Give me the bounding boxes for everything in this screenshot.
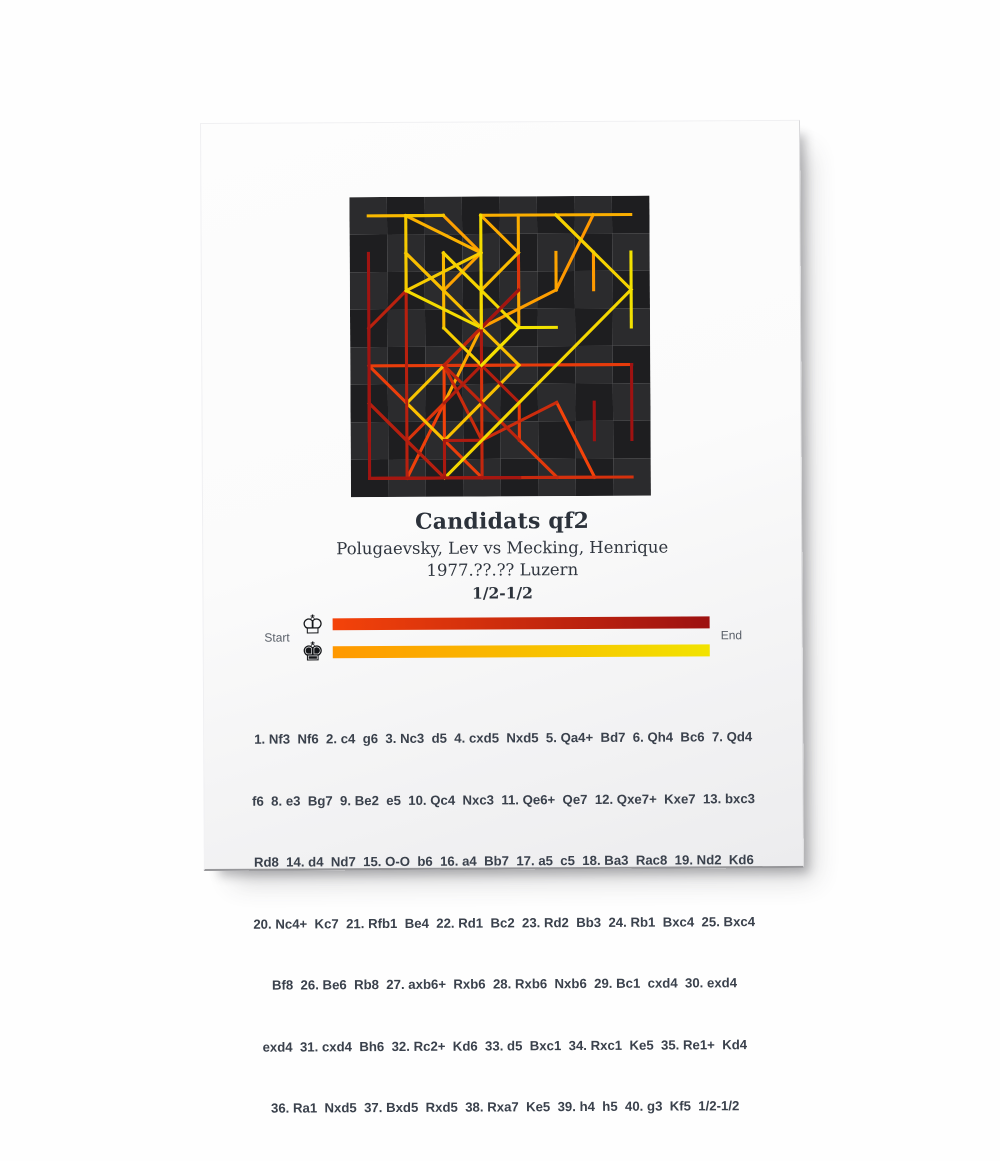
result-line: 1/2-1/2 bbox=[203, 582, 801, 604]
move-line bbox=[368, 253, 369, 478]
event-date-line: 1977.??.?? Luzern bbox=[203, 559, 801, 581]
legend-start-label: Start bbox=[232, 631, 290, 645]
white-gradient-bar bbox=[333, 616, 710, 630]
moves-line: 20. Nc4+ Kc7 21. Rfb1 Be4 22. Rd1 Bc2 23… bbox=[205, 911, 803, 935]
moves-line: f6 8. e3 Bg7 9. Be2 e5 10. Qc4 Nxc3 11. … bbox=[205, 788, 803, 812]
black-gradient-bar bbox=[333, 644, 710, 658]
white-king-icon: ♔ bbox=[296, 612, 330, 638]
black-king-icon: ♚ bbox=[296, 639, 330, 665]
move-line bbox=[406, 291, 407, 478]
moves-line: 1. Nf3 Nf6 2. c4 g6 3. Nc3 d5 4. cxd5 Nx… bbox=[204, 727, 802, 751]
legend-end-label: End bbox=[721, 628, 771, 642]
moves-line: exd4 31. cxd4 Bh6 32. Rc2+ Kd6 33. d5 Bx… bbox=[206, 1034, 804, 1058]
move-list: 1. Nf3 Nf6 2. c4 g6 3. Nc3 d5 4. cxd5 Nx… bbox=[204, 686, 804, 1161]
moves-line: 36. Ra1 Nxd5 37. Bxd5 Rxd5 38. Rxa7 Ke5 … bbox=[206, 1096, 804, 1120]
moves-line: Bf8 26. Be6 Rb8 27. axb6+ Rxb6 28. Rxb6 … bbox=[205, 973, 803, 997]
color-legend: Start ♔ ♚ End bbox=[201, 121, 799, 124]
chess-art-print: Candidats qf2 Polugaevsky, Lev vs Meckin… bbox=[200, 120, 804, 871]
players-line: Polugaevsky, Lev vs Mecking, Henrique bbox=[203, 537, 801, 559]
game-title: Candidats qf2 bbox=[203, 507, 801, 536]
move-line bbox=[481, 215, 482, 327]
chessboard-visualization bbox=[349, 196, 651, 498]
move-line bbox=[370, 478, 520, 479]
moves-line: Rd8 14. d4 Nd7 15. O-O b6 16. a4 Bb7 17.… bbox=[205, 850, 803, 874]
